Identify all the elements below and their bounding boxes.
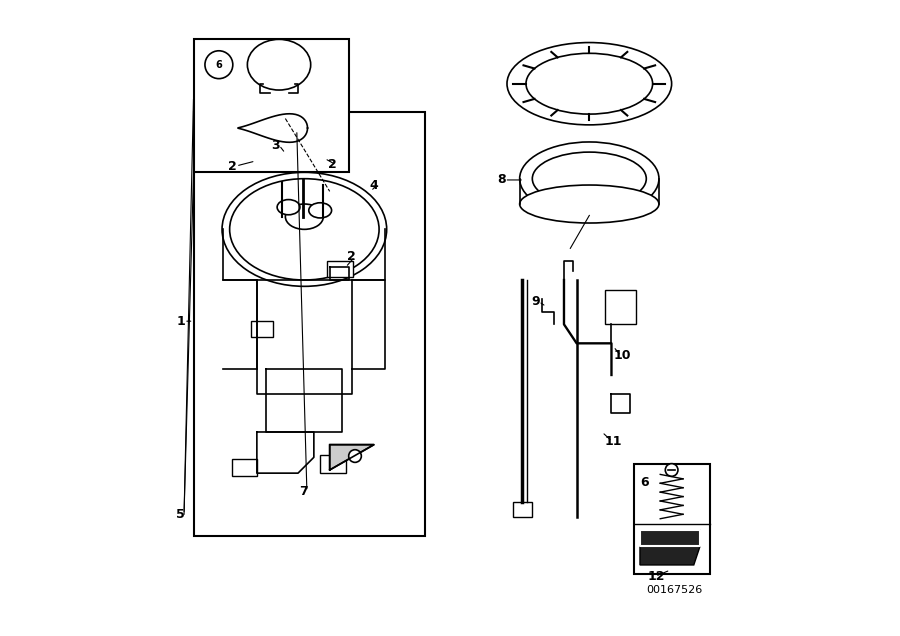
Ellipse shape	[532, 152, 646, 205]
Bar	[320, 455, 346, 473]
Bar	[231, 459, 256, 476]
Bar	[605, 289, 635, 324]
Text: 6: 6	[641, 476, 649, 489]
Bar	[194, 39, 348, 172]
Text: 2: 2	[229, 160, 237, 172]
Ellipse shape	[348, 450, 361, 462]
Text: 11: 11	[605, 435, 622, 448]
Polygon shape	[329, 445, 374, 470]
Ellipse shape	[277, 200, 300, 215]
Text: 12: 12	[648, 570, 665, 583]
Polygon shape	[640, 530, 700, 565]
Ellipse shape	[230, 179, 379, 280]
Bar	[327, 261, 353, 277]
Text: 3: 3	[272, 139, 280, 151]
Bar	[513, 502, 532, 518]
Text: 8: 8	[497, 174, 506, 186]
Ellipse shape	[519, 142, 659, 216]
Ellipse shape	[519, 185, 659, 223]
Ellipse shape	[222, 172, 387, 286]
Text: 10: 10	[614, 350, 631, 363]
Bar	[250, 321, 273, 337]
Text: 6: 6	[215, 60, 222, 70]
Ellipse shape	[507, 43, 671, 125]
Bar	[634, 464, 709, 574]
Text: 00167526: 00167526	[647, 585, 703, 595]
Ellipse shape	[248, 39, 310, 90]
Text: 7: 7	[300, 485, 308, 498]
Text: 5: 5	[176, 508, 185, 521]
Ellipse shape	[665, 464, 678, 476]
Ellipse shape	[309, 203, 331, 218]
Text: 4: 4	[369, 179, 378, 191]
Text: 9: 9	[531, 295, 540, 308]
Text: 1: 1	[176, 315, 185, 328]
Text: 2: 2	[328, 158, 338, 171]
Text: 2: 2	[347, 250, 356, 263]
Ellipse shape	[526, 53, 652, 114]
Bar	[194, 112, 425, 536]
Ellipse shape	[205, 51, 233, 79]
Ellipse shape	[285, 204, 323, 230]
